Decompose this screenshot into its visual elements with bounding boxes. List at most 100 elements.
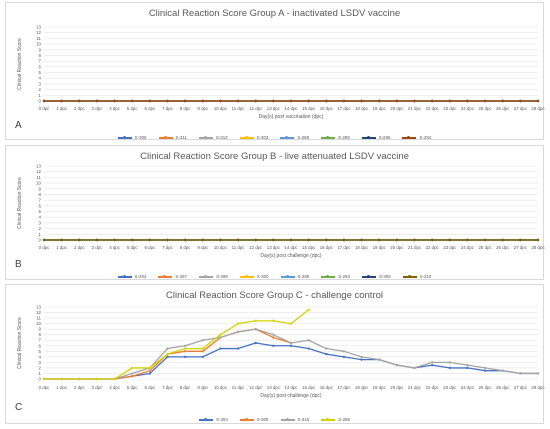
data-point (254, 327, 257, 331)
data-point (78, 377, 81, 381)
legend-label: S-304 (216, 417, 228, 423)
chart-title-a: Clinical Reaction Score Group A - inacti… (148, 8, 401, 19)
y-tick-label: 11 (36, 316, 41, 321)
legend-item: S-306 (117, 135, 147, 141)
data-point (201, 99, 204, 103)
data-point (131, 99, 134, 103)
legend-item: S-300 (239, 274, 269, 279)
data-point (430, 99, 434, 103)
x-tick-label: 5 dpc (127, 385, 139, 390)
chart-panel-c: Clinical Reaction Score Group C - challe… (5, 284, 545, 424)
legend-swatch (321, 418, 336, 422)
data-point (289, 322, 293, 325)
x-tick-label: 7 dpc (162, 245, 174, 250)
x-tick-label: 26 dpc (496, 106, 510, 111)
y-tick-label: 7 (39, 338, 42, 343)
y-tick-label: 0 (39, 377, 42, 382)
y-tick-label: 9 (39, 186, 42, 191)
legend-label: S-306 (134, 135, 147, 141)
legend-swatch (402, 275, 417, 279)
legend-item: S-296 (361, 135, 391, 141)
data-point (519, 238, 522, 242)
x-tick-label: 1 dpc (56, 106, 68, 111)
x-tick-label: 22 dpc (426, 385, 440, 390)
legend-label: S-293 (338, 274, 350, 280)
data-point (148, 372, 152, 375)
legend-label: S-284 (419, 135, 432, 141)
series-S-315 (42, 327, 540, 381)
data-point (378, 358, 381, 361)
data-point (430, 238, 434, 242)
data-point (272, 336, 275, 339)
y-tick-label: 11 (36, 36, 41, 41)
x-tick-label: 23 dpc (443, 385, 457, 390)
legend-swatch (239, 275, 254, 279)
x-tick-label: 1 dpc (56, 245, 68, 250)
data-point (236, 99, 240, 103)
data-point (183, 344, 187, 347)
data-point (148, 238, 152, 242)
y-tick-label: 2 (39, 365, 42, 370)
data-point (42, 377, 46, 381)
data-point (183, 347, 187, 350)
data-point (448, 238, 451, 242)
x-tick-label: 17 dpc (337, 385, 351, 390)
x-tick-label: 12 dpc (249, 385, 263, 390)
legend-label: S-298 (338, 417, 350, 423)
y-tick-label: 1 (39, 93, 42, 98)
legend-label: S-303 (256, 135, 269, 141)
data-point (60, 238, 63, 242)
x-tick-label: 9 dpc (197, 106, 209, 111)
legend-swatch (117, 275, 132, 279)
x-tick-label: 20 dpc (390, 245, 404, 250)
data-point (183, 99, 187, 103)
x-tick-label: 2 dpc (74, 385, 86, 390)
data-point (360, 238, 363, 242)
x-tick-label: 20 dpc (390, 385, 404, 390)
x-tick-label: 15 dpc (302, 106, 316, 111)
x-tick-label: 1 dpc (56, 385, 68, 390)
data-point (60, 99, 63, 103)
data-point (148, 369, 152, 372)
data-point (272, 344, 275, 347)
y-axis-title: Clinical Reaction Score (17, 177, 23, 229)
x-tick-label: 9 dpc (197, 385, 209, 390)
data-point (95, 238, 99, 242)
legend-item: S-286 (280, 274, 309, 279)
data-point (307, 238, 310, 242)
x-tick-label: 2 dpc (74, 106, 86, 111)
data-point (183, 238, 187, 242)
y-tick-label: 10 (36, 42, 41, 47)
data-point (219, 238, 222, 242)
x-tick-label: 14 dpc (284, 245, 298, 250)
legend-item: S-315 (280, 417, 309, 422)
data-point (254, 99, 257, 103)
data-point (219, 347, 222, 350)
data-point (342, 355, 346, 359)
x-tick-label: 3 dpc (92, 245, 104, 250)
data-point (201, 238, 204, 242)
legend-a: S-306 S-311 S-313 S-303 S-288 S-289 S-296 S-284 (6, 129, 543, 147)
data-point (272, 99, 275, 103)
y-tick-label: 5 (39, 70, 42, 75)
data-point (536, 99, 540, 103)
data-point (42, 238, 46, 242)
legend-item: S-287 (158, 274, 187, 279)
x-tick-label: 27 dpc (514, 106, 528, 111)
data-point (413, 99, 416, 103)
x-tick-label: 28 dpc (531, 245, 545, 250)
legend-label: S-294 (134, 274, 147, 280)
y-axis-title: Clinical Reaction Score (17, 38, 23, 90)
x-tick-label: 16 dpc (320, 245, 334, 250)
y-tick-label: 4 (39, 76, 42, 81)
x-tick-label: 6 dpc (144, 106, 156, 111)
legend-item: S-305 (361, 274, 391, 279)
x-tick-label: 24 dpc (461, 385, 475, 390)
data-point (254, 319, 257, 323)
legend-label: S-296 (378, 135, 391, 141)
x-tick-label: 10 dpc (214, 106, 228, 111)
data-point (307, 339, 310, 342)
data-point (430, 363, 434, 367)
